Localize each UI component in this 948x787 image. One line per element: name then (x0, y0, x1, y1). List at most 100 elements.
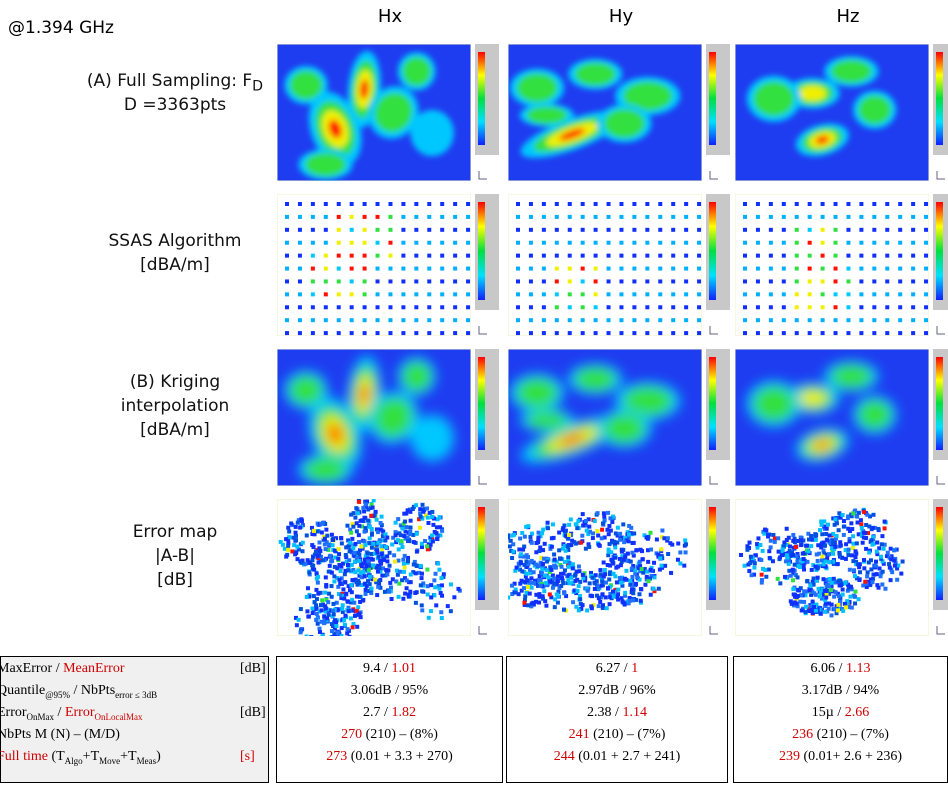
err-px (334, 620, 339, 625)
dot (619, 202, 624, 206)
dot (671, 331, 676, 336)
dot (323, 279, 328, 284)
err-px (590, 575, 595, 580)
dot (645, 292, 650, 297)
err-px (406, 594, 411, 599)
err-px (864, 535, 869, 540)
err-px (354, 594, 359, 599)
dot (632, 305, 637, 310)
err-px (324, 540, 329, 545)
dot (898, 202, 903, 206)
err-px (609, 550, 614, 555)
dot (684, 266, 689, 271)
dot (619, 292, 624, 297)
err-px (659, 563, 664, 568)
err-px (587, 581, 592, 586)
dot (401, 292, 406, 297)
err-px (406, 592, 411, 597)
text-segment: (A) Full Sampling: F (86, 70, 253, 91)
axes-icon (478, 476, 487, 485)
err-px (366, 588, 371, 593)
dot (684, 240, 689, 245)
err-px (307, 594, 312, 599)
err-px (840, 592, 845, 597)
err-px (761, 566, 766, 571)
err-px (546, 575, 551, 580)
table-label: Quantile@95% / NbPtserror ≤ 3dB (0, 680, 157, 706)
err-px (827, 591, 832, 596)
err-px (369, 591, 374, 596)
err-px (519, 552, 524, 557)
dot (388, 318, 393, 323)
err-px (316, 591, 321, 596)
dot (911, 253, 916, 258)
err-px (347, 634, 352, 636)
err-px (426, 520, 431, 525)
err-px (649, 573, 654, 578)
err-px (795, 594, 800, 599)
err-px (831, 516, 836, 521)
err-px (610, 540, 615, 545)
text-segment: 1.14 (622, 705, 647, 720)
err-px (284, 554, 289, 559)
err-px (845, 582, 850, 587)
err-px (393, 559, 398, 564)
err-px (838, 579, 843, 584)
dot (768, 202, 773, 206)
dot (833, 240, 838, 245)
err-px (889, 567, 894, 572)
err-px (845, 588, 850, 593)
err-px (510, 556, 515, 561)
err-px (587, 544, 592, 549)
err-px (518, 536, 523, 541)
err-px (438, 525, 443, 530)
dot (885, 240, 890, 245)
row-label: |A-B| (45, 546, 305, 566)
dot (567, 305, 572, 310)
err-px (866, 579, 871, 584)
dot (833, 266, 838, 271)
err-px (875, 583, 880, 588)
dot (781, 305, 786, 310)
err-px (349, 550, 354, 555)
err-px (893, 561, 898, 566)
text-segment: Full time (0, 749, 48, 764)
dot (323, 240, 328, 245)
err-px (428, 535, 433, 540)
err-px (327, 591, 332, 596)
err-px (559, 576, 564, 581)
err-px (312, 567, 317, 572)
table-cell: 15µ / 2.66 (733, 702, 948, 724)
err-px (570, 562, 575, 567)
err-px (589, 570, 594, 575)
err-px (293, 530, 298, 535)
axes-icon (478, 626, 487, 635)
err-px (874, 559, 879, 564)
err-px (404, 511, 409, 516)
err-px (425, 506, 430, 511)
err-px (560, 578, 565, 583)
err-px (573, 578, 578, 583)
dot (336, 214, 341, 219)
err-px (821, 562, 826, 567)
text-segment: (210) – (8%) (362, 727, 438, 742)
err-px (523, 574, 528, 579)
err-px (822, 543, 827, 548)
err-px (784, 526, 789, 531)
err-px (850, 527, 855, 532)
dot (375, 266, 380, 271)
text-segment: MaxError (0, 661, 53, 676)
err-px (342, 618, 347, 623)
err-px (823, 601, 828, 606)
dot (743, 318, 747, 323)
err-px (656, 552, 661, 557)
dot (697, 318, 702, 323)
err-px (768, 545, 773, 550)
dot (375, 253, 380, 258)
err-px (800, 559, 805, 564)
err-px (880, 534, 885, 539)
err-px (639, 567, 644, 572)
err-px (853, 601, 858, 606)
dot (911, 227, 916, 232)
dot (580, 279, 585, 284)
